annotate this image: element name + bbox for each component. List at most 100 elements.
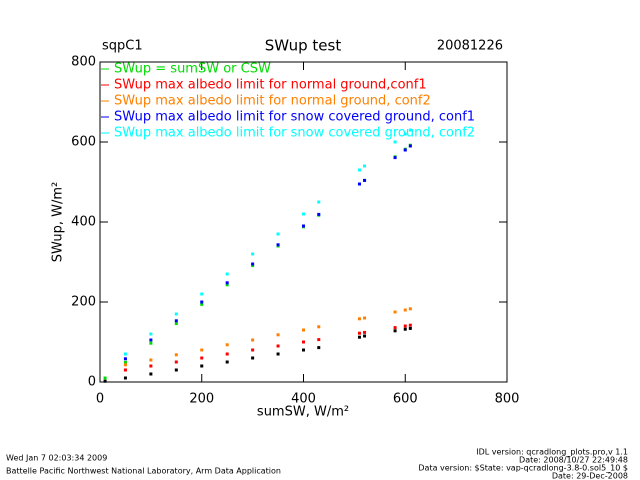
point (393, 310, 397, 314)
point (403, 327, 407, 331)
point (123, 352, 127, 356)
point (123, 376, 127, 380)
point (393, 140, 397, 144)
site-label: sqpC1 (102, 39, 143, 54)
footer-data-date: Date: 29-Dec-2008 (552, 472, 628, 480)
point (174, 360, 178, 364)
point (200, 356, 204, 360)
point (317, 346, 321, 350)
point (251, 252, 255, 256)
footer-lab: Battelle Pacific Northwest National Labo… (6, 467, 281, 476)
point (363, 330, 367, 334)
point (149, 358, 153, 362)
point (357, 317, 361, 321)
point (408, 307, 412, 311)
y-tick-label: 600 (71, 135, 96, 150)
point (357, 331, 361, 335)
point (200, 348, 204, 352)
point (200, 292, 204, 296)
point (363, 334, 367, 338)
x-tick-label: 400 (291, 392, 316, 407)
point (408, 144, 412, 148)
point (317, 338, 321, 342)
point (302, 212, 305, 216)
point (174, 312, 178, 316)
point (251, 348, 255, 352)
footer-idl-date: Date: 2008/10/27 22:49:48 (519, 456, 628, 465)
y-tick-label: 200 (71, 295, 96, 310)
point (276, 344, 280, 348)
point (276, 333, 280, 337)
date-label: 20081226 (437, 39, 503, 54)
point (302, 224, 305, 228)
point (225, 272, 229, 276)
point (149, 372, 153, 376)
point (103, 376, 107, 380)
point (123, 363, 127, 367)
point (123, 368, 127, 372)
point (403, 148, 407, 152)
x-axis-label: sumSW, W/m² (257, 405, 349, 420)
footer-data-version: Data version: $State: vap-qcradlong-3.8-… (418, 464, 628, 473)
point (276, 352, 280, 356)
point (408, 128, 412, 132)
point (302, 348, 305, 352)
point (225, 283, 229, 287)
point (174, 353, 178, 357)
point (357, 168, 361, 172)
point (225, 281, 229, 285)
point (393, 329, 397, 333)
legend-entry: SWup max albedo limit for normal ground,… (114, 78, 427, 93)
point (251, 338, 255, 342)
point (251, 356, 255, 360)
point (302, 340, 305, 344)
point (225, 360, 229, 364)
point (403, 324, 407, 328)
point (200, 302, 204, 306)
point (408, 326, 412, 330)
y-tick-label: 0 (88, 375, 96, 390)
point (393, 326, 397, 330)
x-tick-label: 200 (189, 392, 214, 407)
footer-idl-version: IDL version: qcradlong_plots.pro,v 1.1 (476, 448, 628, 457)
point (357, 182, 361, 186)
legend-entry: SWup = sumSW or CSW (114, 62, 271, 77)
legend-entry: SWup max albedo limit for snow covered g… (114, 110, 475, 125)
point (276, 232, 280, 236)
y-tick-label: 800 (71, 55, 96, 70)
point (149, 332, 153, 336)
point (302, 328, 305, 332)
point (174, 368, 178, 372)
legend-entry: SWup max albedo limit for snow covered g… (114, 126, 475, 141)
point (200, 364, 204, 368)
point (317, 212, 321, 216)
y-tick-label: 400 (71, 215, 96, 230)
point (123, 360, 127, 364)
y-axis-label: SWup, W/m² (51, 182, 66, 263)
chart-title: SWup test (265, 37, 342, 55)
point (363, 178, 367, 182)
point (363, 316, 367, 320)
point (357, 335, 361, 339)
point (251, 264, 255, 268)
point (408, 323, 412, 327)
point (251, 262, 255, 266)
point (225, 343, 229, 347)
point (317, 325, 321, 329)
point (393, 156, 397, 160)
point (200, 300, 204, 304)
point (149, 364, 153, 368)
point (317, 200, 321, 204)
x-tick-label: 800 (495, 392, 520, 407)
point (225, 352, 229, 356)
footer-timestamp: Wed Jan 7 02:03:34 2009 (6, 454, 107, 463)
point (149, 341, 153, 345)
point (363, 164, 367, 168)
x-tick-label: 600 (393, 392, 418, 407)
point (123, 357, 127, 361)
point (174, 322, 178, 326)
point (403, 132, 407, 136)
point (149, 338, 153, 342)
